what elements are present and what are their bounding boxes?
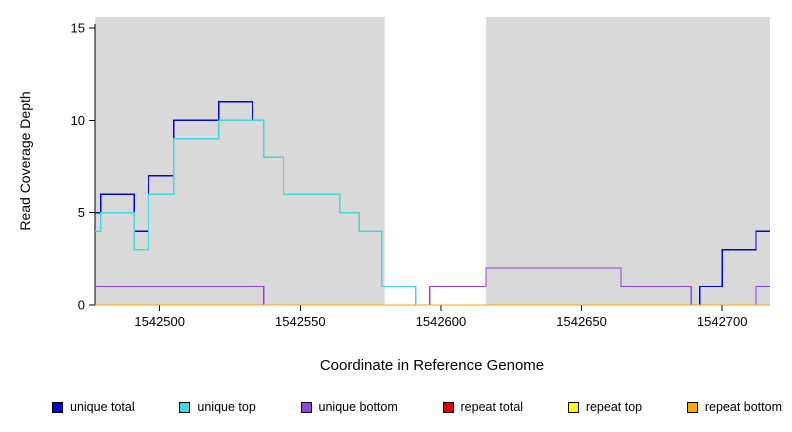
y-tick-label: 0 — [78, 298, 85, 313]
legend-label: repeat bottom — [704, 400, 782, 414]
y-tick-label: 5 — [78, 205, 85, 220]
legend-item: repeat bottom — [686, 400, 782, 414]
plot-background-layer — [95, 14, 770, 305]
legend-label: repeat total — [460, 400, 524, 414]
series-unique-top — [95, 119, 770, 306]
legend-label: unique total — [70, 400, 135, 414]
y-axis-title: Read Coverage Depth — [17, 91, 33, 230]
legend-swatch-icon — [300, 401, 312, 413]
legend-swatch-icon — [686, 401, 698, 413]
y-tick-label: 10 — [71, 113, 85, 128]
legend-label: unique bottom — [318, 400, 398, 414]
coverage-chart: 0 5 10 15 1542500 1542550 1542600 1542650 154270… — [17, 14, 770, 374]
legend-label: unique top — [197, 400, 256, 414]
x-axis-title: Coordinate in Reference Genome — [320, 357, 544, 374]
y-tick-label: 15 — [71, 21, 85, 36]
legend-label: repeat top — [585, 400, 643, 414]
chart-legend: unique total unique top unique bottom repea… — [52, 400, 782, 414]
x-tick-label: 1542600 — [416, 314, 467, 329]
x-tick-label: 1542550 — [275, 314, 326, 329]
legend-item: repeat total — [442, 400, 524, 414]
legend-item: unique total — [52, 400, 135, 414]
x-tick-label: 1542500 — [134, 314, 185, 329]
legend-swatch-icon — [179, 401, 191, 413]
legend-item: repeat top — [567, 400, 643, 414]
legend-item: unique bottom — [300, 400, 398, 414]
legend-swatch-icon — [442, 401, 454, 413]
series-layer — [95, 101, 770, 306]
masked-region — [384, 14, 486, 305]
legend-swatch-icon — [52, 401, 63, 413]
x-tick-label: 1542700 — [697, 314, 748, 329]
legend-item: unique top — [179, 400, 256, 414]
legend-swatch-icon — [567, 401, 579, 413]
x-tick-label: 1542650 — [556, 314, 607, 329]
